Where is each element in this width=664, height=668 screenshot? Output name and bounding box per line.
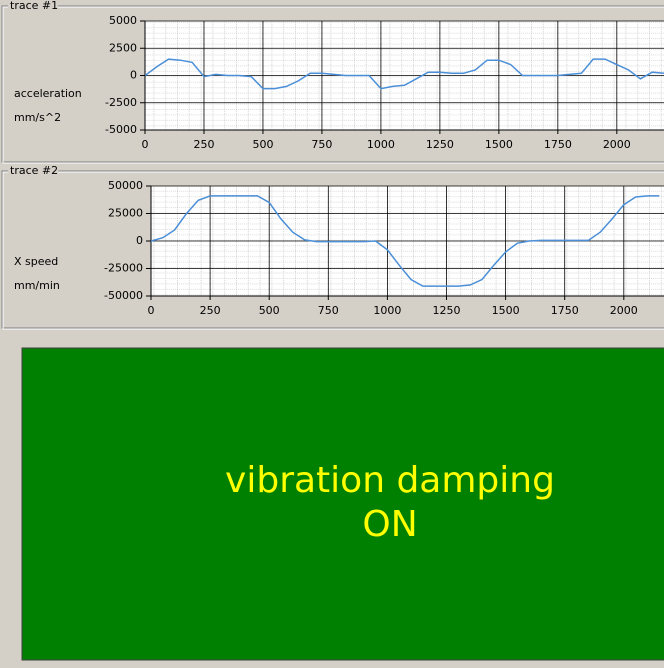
x-tick-label: 500 <box>259 304 280 317</box>
y-axis-label: X speed <box>14 255 58 268</box>
group-box <box>2 6 664 164</box>
x-tick-label: 2000 <box>603 138 631 151</box>
x-tick-label: 1000 <box>373 304 401 317</box>
group-box <box>2 171 664 330</box>
x-tick-label: 0 <box>142 138 149 151</box>
x-tick-label: 1250 <box>433 304 461 317</box>
y-tick-label: 50000 <box>108 179 143 192</box>
y-axis-unit: mm/s^2 <box>14 111 61 124</box>
group-label: trace #2 <box>10 164 58 177</box>
status-text: ON <box>362 504 417 545</box>
y-tick-label: 2500 <box>109 41 137 54</box>
x-tick-label: 250 <box>200 304 221 317</box>
y-tick-label: -25000 <box>104 262 143 275</box>
y-tick-label: -50000 <box>104 289 143 302</box>
x-tick-label: 500 <box>252 138 273 151</box>
x-tick-label: 1250 <box>426 138 454 151</box>
x-tick-label: 250 <box>193 138 214 151</box>
trace-line <box>145 58 664 90</box>
y-tick-label: -2500 <box>105 96 137 109</box>
y-axis-unit: mm/min <box>14 279 60 292</box>
charts: trace #1accelerationmm/s^2500025000-2500… <box>1 0 664 330</box>
group-label-bg <box>8 0 58 12</box>
x-tick-label: 1000 <box>367 138 395 151</box>
x-tick-label: 0 <box>148 304 155 317</box>
group-box <box>1 5 664 163</box>
status-text: vibration damping <box>225 460 555 501</box>
x-tick-label: 750 <box>311 138 332 151</box>
group-label: trace #1 <box>10 0 58 12</box>
x-tick-label: 1500 <box>492 304 520 317</box>
group-label-bg <box>8 165 58 177</box>
x-tick-label: 1500 <box>485 138 513 151</box>
x-tick-label: 750 <box>318 304 339 317</box>
x-tick-label: 1750 <box>551 304 579 317</box>
y-axis-label: acceleration <box>14 87 82 100</box>
x-tick-label: 2000 <box>610 304 638 317</box>
group-box <box>1 170 664 329</box>
y-tick-label: 25000 <box>108 207 143 220</box>
y-tick-label: 5000 <box>109 14 137 27</box>
status-panel <box>21 347 664 661</box>
trace-line <box>151 195 660 287</box>
x-tick-label: 1750 <box>544 138 572 151</box>
y-tick-label: 0 <box>136 234 143 247</box>
y-tick-label: -5000 <box>105 123 137 136</box>
y-tick-label: 0 <box>130 69 137 82</box>
